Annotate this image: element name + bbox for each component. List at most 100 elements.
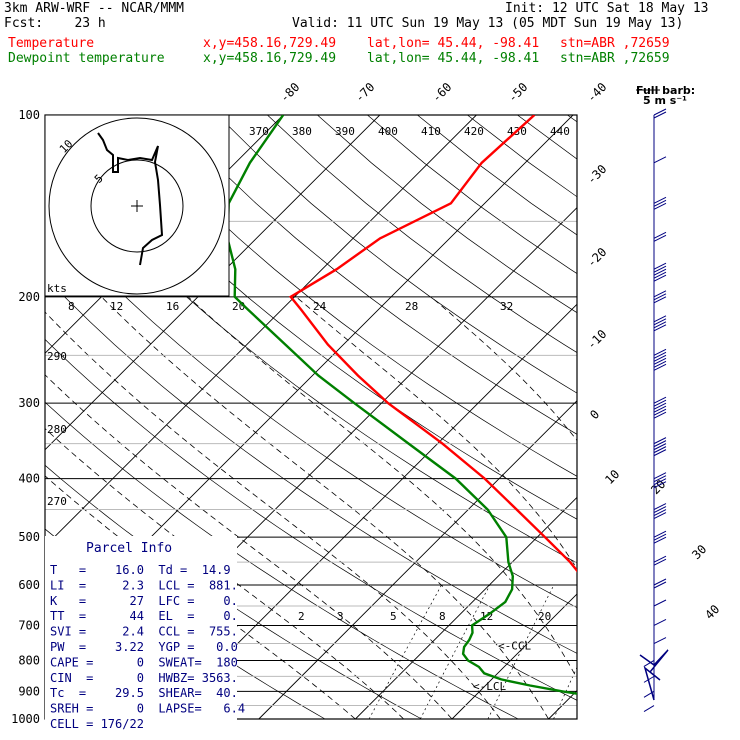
wind-barb [653, 290, 667, 298]
wind-barb [653, 472, 667, 480]
level-annotation: <-CCL [498, 639, 531, 652]
isotherm-label-top: -50 [505, 80, 530, 105]
pressure-tick-label: 100 [18, 108, 40, 122]
pressure-tick-label: 700 [18, 618, 40, 632]
mixing-ratio-line [368, 584, 442, 720]
theta-label: 390 [335, 125, 355, 138]
parcel-info-line: Tc = 29.5 SHEAR= 40. [50, 686, 238, 700]
dry-adiabat-line [267, 115, 577, 353]
wind-barb [653, 111, 667, 119]
wind-barb [653, 396, 667, 404]
dewpoint-latlon: lat,lon= 45.44, -98.41 [367, 51, 540, 66]
wind-barb [653, 555, 667, 563]
wind-barb [653, 558, 667, 566]
mixing-ratio-label: 8 [439, 610, 446, 623]
mixing-ratio-line [613, 585, 672, 719]
hodograph: 10 5 kts [44, 114, 230, 297]
wind-barb [653, 202, 667, 210]
theta-label: 410 [421, 125, 441, 138]
dry-adiabat-line [667, 115, 740, 719]
dewpoint-station: stn=ABR ,72659 [560, 51, 670, 66]
theta-e-label: 32 [500, 300, 513, 313]
wind-barb [653, 293, 667, 301]
parcel-info-line: SREH = 0 LAPSE= 6.4 [50, 702, 245, 716]
parcel-info-title: Parcel Info [86, 541, 172, 556]
theta-e-label: 12 [110, 300, 123, 313]
isotherm-line [355, 496, 577, 720]
wind-barb [653, 262, 667, 270]
parcel-info-line: SVI = 2.4 CCL = 755. [50, 625, 238, 639]
isotherm-line [45, 115, 381, 451]
theta-label: 440 [550, 125, 570, 138]
wind-barb [653, 318, 667, 326]
wind-barb [643, 660, 655, 667]
dry-adiabat-line [517, 115, 577, 160]
parcel-info-line: CELL = 176/22 [50, 717, 144, 731]
wind-barb [653, 405, 667, 413]
theta-label: 370 [249, 125, 269, 138]
init-time: Init: 12 UTC Sat 18 May 13 [505, 1, 709, 16]
parcel-info-line: PW = 3.22 YGP = 0.0 [50, 640, 238, 654]
isotherm-label-right: -30 [584, 162, 609, 187]
temperature-latlon: lat,lon= 45.44, -98.41 [367, 36, 540, 51]
isotherm-line [451, 593, 577, 720]
hodograph-units: kts [47, 282, 67, 295]
wind-barb [653, 536, 667, 544]
isotherm-label-top: -70 [352, 80, 377, 105]
wind-barb [653, 402, 667, 410]
isotherm-line [45, 115, 477, 548]
wind-barb [653, 408, 667, 416]
wind-barb [653, 268, 667, 276]
wind-barb [653, 196, 667, 204]
wind-barb [653, 234, 667, 242]
dry-adiabat-line [467, 115, 577, 198]
wind-barb [643, 705, 655, 712]
temperature-legend: Temperature [8, 36, 95, 51]
pressure-tick-label: 600 [18, 578, 40, 592]
parcel-box-background [45, 536, 237, 727]
forecast-hour: Fcst: 23 h [4, 16, 106, 31]
pressure-tick-label: 200 [18, 290, 40, 304]
dry-adiabat-line [367, 115, 577, 274]
wind-barb [653, 446, 667, 454]
wind-barb [653, 578, 667, 586]
mixing-ratio-label: 5 [390, 610, 397, 623]
level-annotation: <-LCL [473, 680, 506, 693]
parcel-info-line: LI = 2.3 LCL = 881. [50, 578, 238, 592]
wind-barb [653, 296, 667, 304]
pressure-tick-label: 500 [18, 530, 40, 544]
wind-barb [653, 363, 667, 371]
wind-barb [653, 475, 667, 483]
theta-label-left: 280 [47, 423, 67, 436]
wind-barb [653, 437, 667, 445]
isotherm-label-top: -80 [277, 80, 302, 105]
wind-barb [653, 324, 667, 332]
wind-barb [653, 199, 667, 207]
moist-adiabat-line [187, 296, 577, 680]
temperature-xy: x,y=458.16,729.49 [203, 36, 337, 51]
hodograph-trace [97, 132, 164, 266]
plot-frame [44, 114, 578, 720]
theta-label: 400 [378, 125, 398, 138]
mixing-ratio-label: 20 [538, 610, 551, 623]
pressure-tick-label: 900 [18, 684, 40, 698]
moist-adiabat-line [726, 297, 740, 719]
parcel-info-box: Parcel Info T = 16.0 Td = 14.9LI = 2.3 L… [45, 536, 245, 731]
model-title: 3km ARW-WRF -- NCAR/MMM [4, 1, 185, 16]
theta-e-label: 28 [405, 300, 418, 313]
wind-barb [653, 274, 667, 282]
wind-barb [653, 637, 667, 644]
isotherm-label-right: 0 [587, 407, 602, 422]
wind-barb [653, 315, 667, 323]
pressure-tick-label: 800 [18, 653, 40, 667]
wind-barb [653, 503, 667, 510]
wind-barb [653, 357, 667, 365]
wind-barb [653, 512, 667, 519]
dewpoint-legend: Dewpoint temperature [8, 51, 165, 66]
wind-barb [653, 321, 667, 329]
theta-label: 420 [464, 125, 484, 138]
wind-barb [653, 156, 667, 164]
dry-adiabat-line [717, 115, 740, 719]
parcel-info-line: K = 27 LFC = 0. [50, 594, 238, 608]
valid-time: Valid: 11 UTC Sun 19 May 13 (05 MDT Sun … [292, 16, 684, 31]
